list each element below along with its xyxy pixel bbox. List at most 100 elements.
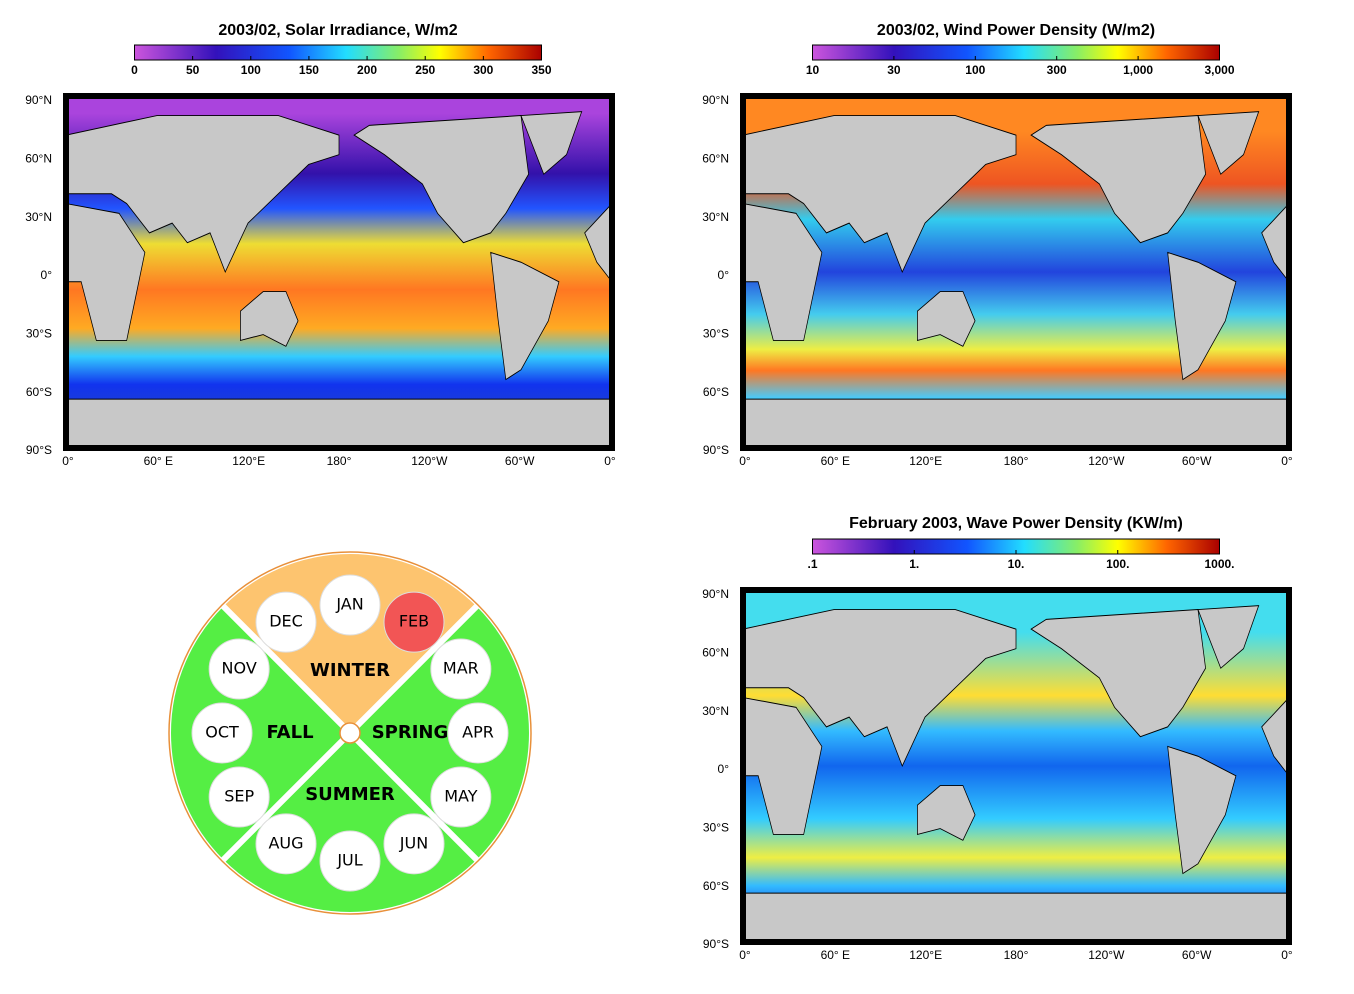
lon-label: 60°W — [1182, 948, 1212, 962]
lat-label: 30°S — [703, 327, 729, 341]
lat-label: 60°S — [703, 385, 729, 399]
month-circle — [255, 591, 317, 653]
lon-label: 180° — [1004, 454, 1029, 468]
colorbar-label: 1,000 — [1123, 63, 1153, 77]
lon-label: 120°W — [1088, 948, 1125, 962]
month-label: JUL — [336, 851, 362, 870]
season-wheel: WINTER SPRING SUMMER FALL DEC JAN FEB MAR APR MAY… — [165, 548, 535, 918]
colorbar-label: 300 — [473, 63, 493, 77]
month-label: AUG — [268, 833, 303, 852]
lat-label: 60°N — [25, 152, 52, 166]
map-title: 2003/02, Solar Irradiance, W/m2 — [218, 22, 457, 39]
month-label: APR — [462, 723, 494, 742]
lat-label: 90°N — [702, 587, 729, 601]
map-frame — [740, 587, 1292, 945]
month-circle — [255, 813, 317, 875]
month-button[interactable]: JUL — [319, 830, 381, 892]
month-label: DEC — [269, 612, 303, 631]
wheel-outline — [168, 551, 532, 915]
month-button[interactable]: MAY — [430, 766, 492, 828]
colorbar-label: 30 — [887, 63, 901, 77]
lon-label: 180° — [1004, 948, 1029, 962]
lon-label: 120°E — [909, 948, 942, 962]
colorbar-label: 1. — [909, 557, 919, 571]
month-button[interactable]: SEP — [208, 766, 270, 828]
month-button[interactable]: APR — [447, 702, 509, 764]
colorbar-label: 3,000 — [1204, 63, 1234, 77]
colorbar-label: 100 — [241, 63, 261, 77]
month-button[interactable]: NOV — [208, 638, 270, 700]
lon-label: 180° — [327, 454, 352, 468]
lat-label: 90°S — [703, 937, 729, 951]
lon-label: 0° — [739, 454, 751, 468]
month-button[interactable]: FEB — [383, 591, 445, 653]
month-button[interactable]: OCT — [191, 702, 253, 764]
lon-label: 120°E — [232, 454, 265, 468]
lat-label: 0° — [718, 268, 730, 282]
lat-label: 30°S — [26, 327, 52, 341]
map-title: February 2003, Wave Power Density (KW/m) — [849, 515, 1183, 532]
lat-label: 30°S — [703, 821, 729, 835]
colorbar-label: 150 — [299, 63, 319, 77]
colorbar-label: 10. — [1008, 557, 1025, 571]
colorbar-label: 250 — [415, 63, 435, 77]
lat-label: 30°N — [702, 704, 729, 718]
lon-label: 60°W — [505, 454, 535, 468]
colorbar-label: 50 — [186, 63, 200, 77]
month-label: OCT — [205, 723, 239, 742]
lat-label: 60°N — [702, 646, 729, 660]
month-button[interactable]: AUG — [255, 813, 317, 875]
colorbar-label: 300 — [1047, 63, 1067, 77]
colorbar — [812, 44, 1220, 61]
lat-label: 60°N — [702, 152, 729, 166]
lon-label: 0° — [62, 454, 74, 468]
map-frame — [63, 93, 615, 451]
month-button[interactable]: MAR — [430, 638, 492, 700]
lon-label: 0° — [1281, 454, 1293, 468]
lon-label: 60° E — [821, 454, 850, 468]
month-circle — [383, 813, 445, 875]
colorbar-label: 0 — [131, 63, 138, 77]
colorbar-label: 1000. — [1204, 557, 1234, 571]
wheel-center — [339, 722, 361, 744]
month-label: JAN — [335, 595, 363, 614]
season-label: SUMMER — [305, 784, 395, 805]
lat-label: 90°N — [702, 93, 729, 107]
colorbar-label: 100. — [1106, 557, 1129, 571]
month-label: MAY — [444, 787, 478, 806]
lat-label: 0° — [41, 268, 53, 282]
season-label: SPRING — [372, 722, 449, 743]
map-frame — [740, 93, 1292, 451]
colorbar-label: 350 — [531, 63, 551, 77]
lat-label: 0° — [718, 762, 730, 776]
colorbar — [134, 44, 542, 61]
lon-label: 120°W — [1088, 454, 1125, 468]
colorbar-label: 10 — [806, 63, 820, 77]
month-button[interactable]: JUN — [383, 813, 445, 875]
lon-label: 0° — [1281, 948, 1293, 962]
month-circle — [383, 591, 445, 653]
month-button[interactable]: DEC — [255, 591, 317, 653]
month-circle — [319, 574, 381, 636]
month-label: MAR — [443, 659, 479, 678]
month-button[interactable]: JAN — [319, 574, 381, 636]
lon-label: 60° E — [144, 454, 173, 468]
lon-label: 0° — [739, 948, 751, 962]
lon-label: 0° — [604, 454, 616, 468]
colorbar-label: 200 — [357, 63, 377, 77]
map-title: 2003/02, Wind Power Density (W/m2) — [877, 22, 1155, 39]
lon-label: 120°E — [909, 454, 942, 468]
month-circle — [191, 702, 253, 764]
month-circle — [430, 638, 492, 700]
lat-label: 30°N — [702, 210, 729, 224]
colorbar-label: 100 — [965, 63, 985, 77]
month-circle — [430, 766, 492, 828]
month-circle — [447, 702, 509, 764]
lat-label: 60°S — [703, 879, 729, 893]
colorbar-label: .1 — [807, 557, 817, 571]
lat-label: 90°S — [26, 443, 52, 457]
month-label: JUN — [399, 833, 428, 852]
lat-label: 30°N — [25, 210, 52, 224]
lon-label: 60°W — [1182, 454, 1212, 468]
